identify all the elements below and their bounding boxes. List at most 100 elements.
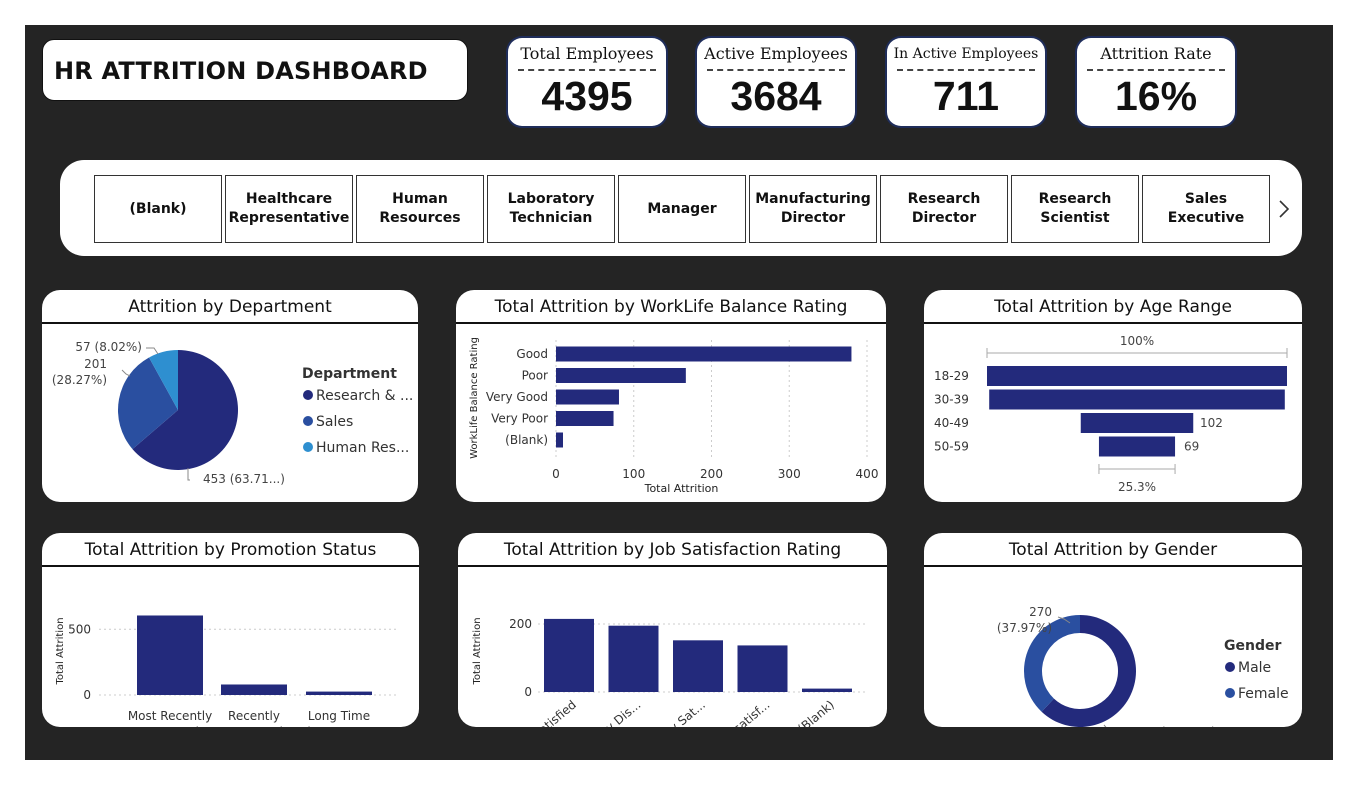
tick-label: 0: [524, 685, 532, 699]
slicer-item-blank[interactable]: (Blank): [94, 175, 222, 243]
category-label: Dissatisf...: [716, 698, 772, 727]
funnel-bar: [987, 366, 1287, 386]
kpi-value: 4395: [541, 73, 633, 119]
data-label: 270: [1029, 605, 1052, 619]
kpi-value: 711: [932, 73, 1000, 119]
data-label: 102: [1200, 416, 1223, 430]
category-label: Very Dis...: [588, 698, 644, 727]
category-label: Promoted: [225, 725, 283, 727]
kpi-card-attrition-rate: Attrition Rate 16%: [1077, 38, 1235, 126]
leader-line: [1057, 616, 1071, 624]
axis-label: Total Attrition: [472, 617, 483, 685]
category-label: 40-49: [934, 416, 969, 430]
kpi-card-total-employees: Total Employees 4395: [508, 38, 666, 126]
slicer-item-research-scientist[interactable]: Research Scientist: [1011, 175, 1139, 243]
bar: [221, 684, 287, 695]
category-label: (Blank): [505, 433, 548, 447]
category-label: Most Recently: [128, 709, 212, 723]
kpi-label: Attrition Rate: [1100, 44, 1212, 63]
kpi-divider: [897, 69, 1035, 71]
legend-label: Human Res...: [316, 440, 409, 456]
slicer-item-manager[interactable]: Manager: [618, 175, 746, 243]
category-label: Long Time: [308, 709, 370, 723]
slicer-item-healthcare-representative[interactable]: Healthcare Representative: [225, 175, 353, 243]
bar: [556, 411, 614, 426]
leader-line: [187, 468, 190, 481]
dashboard-canvas: HR ATTRITION DASHBOARD Total Employees 4…: [25, 25, 1333, 760]
kpi-divider: [518, 69, 656, 71]
chart-title: Total Attrition by Job Satisfaction Rati…: [458, 533, 887, 567]
category-label: Satisfied: [530, 698, 579, 727]
dashboard-title-box: HR ATTRITION DASHBOARD: [42, 39, 468, 101]
bar: [556, 368, 686, 383]
slicer-item-laboratory-technician[interactable]: Laboratory Technician: [487, 175, 615, 243]
legend-label: Sales: [316, 414, 353, 430]
leader-line: [1103, 724, 1107, 727]
tick-label: 500: [68, 622, 91, 636]
funnel-bar: [1098, 436, 1176, 457]
department-pie-chart: 453 (63.71...) 201 (28.27%) 57 (8.02%) Depar…: [52, 340, 414, 486]
data-label: 57 (8.02%): [75, 340, 142, 354]
chart-title: Total Attrition by WorkLife Balance Rati…: [456, 290, 886, 324]
funnel-bottom-label: 25.3%: [1118, 480, 1156, 494]
tick-label: 0: [83, 688, 91, 702]
category-label: 50-59: [934, 440, 969, 454]
slicer-item-manufacturing-director[interactable]: Manufacturing Director: [749, 175, 877, 243]
bar: [608, 625, 659, 692]
gender-chart-panel: Total Attrition by Gender 441 (62.03%) 27…: [924, 533, 1302, 727]
slicer-item-sales-executive[interactable]: Sales Executive: [1142, 175, 1270, 243]
data-label: 453 (63.71...): [203, 472, 285, 486]
kpi-divider: [707, 69, 845, 71]
kpi-label: Active Employees: [704, 44, 848, 63]
category-label: 18-29: [934, 369, 969, 383]
category-label: Very Sat...: [652, 698, 708, 727]
promotion-chart-panel: Total Attrition by Promotion Status 0 500…: [42, 533, 419, 727]
category-label: Poor: [522, 369, 548, 383]
kpi-divider: [1087, 69, 1225, 71]
chevron-right-icon[interactable]: [1273, 198, 1295, 220]
tick-label: 400: [856, 467, 879, 481]
gender-donut-chart: 441 (62.03%) 270 (37.97%) Gender Male Female: [997, 605, 1289, 727]
data-label: (28.27%): [52, 373, 107, 387]
bar: [802, 688, 852, 692]
data-label: 441 (62.03%): [1134, 725, 1216, 727]
kpi-value: 3684: [730, 73, 822, 119]
category-label: 30-39: [934, 393, 969, 407]
legend-swatch: [1225, 688, 1235, 698]
bar: [544, 618, 594, 692]
data-label: (37.97%): [997, 621, 1052, 635]
kpi-value: 16%: [1114, 73, 1198, 119]
worklife-chart-panel: Total Attrition by WorkLife Balance Rati…: [456, 290, 886, 502]
pie-slice: [118, 357, 178, 450]
chart-title: Total Attrition by Gender: [924, 533, 1302, 567]
jobsat-bar-chart: 0 200 Satisfied Very Dis... Very Sat... Dissa…: [472, 617, 868, 727]
slicer-item-human-resources[interactable]: Human Resources: [356, 175, 484, 243]
legend-label: Male: [1238, 660, 1271, 676]
legend-swatch: [303, 442, 313, 452]
leader-line: [146, 347, 159, 355]
legend-label: Female: [1238, 686, 1289, 702]
legend-swatch: [303, 390, 313, 400]
kpi-label: Total Employees: [520, 44, 654, 63]
worklife-bar-chart: 0 100 200 300 400 Good Poor Very Good Very Poor (…: [469, 337, 879, 495]
tick-label: 100: [622, 467, 645, 481]
chart-title: Total Attrition by Age Range: [924, 290, 1302, 324]
bar: [137, 615, 203, 695]
tick-label: 300: [778, 467, 801, 481]
axis-label: Total Attrition: [644, 482, 719, 495]
promotion-bar-chart: 0 500 Most Recently Promoted Recently Promote…: [55, 615, 397, 727]
dashboard-title: HR ATTRITION DASHBOARD: [54, 57, 428, 85]
jobsat-chart-panel: Total Attrition by Job Satisfaction Rati…: [458, 533, 887, 727]
legend-swatch: [303, 416, 313, 426]
category-label: Promoted: [141, 725, 199, 727]
data-label: 201: [84, 357, 107, 371]
tick-label: 0: [552, 467, 560, 481]
funnel-bar: [1080, 413, 1194, 433]
age-chart-panel: Total Attrition by Age Range 100% 18-29 30…: [924, 290, 1302, 502]
slicer-item-research-director[interactable]: Research Director: [880, 175, 1008, 243]
job-role-slicer: (Blank) Healthcare Representative Human …: [60, 160, 1302, 256]
bar: [737, 645, 788, 692]
category-label: (Blank): [795, 698, 837, 727]
category-label: Good: [516, 347, 548, 361]
